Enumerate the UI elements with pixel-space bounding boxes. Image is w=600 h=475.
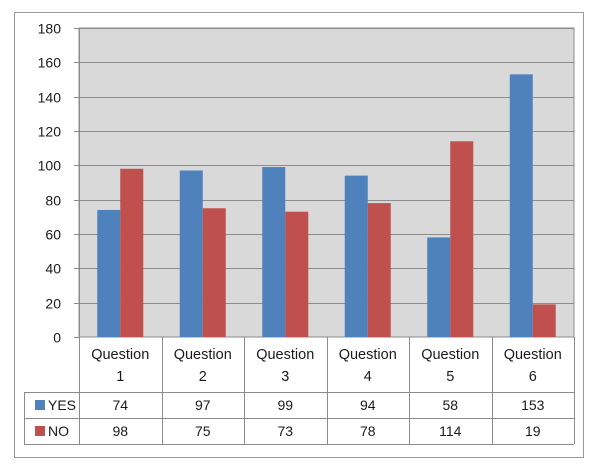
x-tick-label: Question (256, 347, 314, 363)
y-tick-label: 180 (38, 21, 62, 37)
x-tick-label: 4 (364, 369, 372, 385)
data-label-yes: 74 (112, 397, 128, 413)
legend-label: NO (48, 423, 69, 439)
x-tick-label: 5 (446, 369, 454, 385)
bar-yes (179, 170, 203, 337)
x-tick-label: Question (339, 347, 397, 363)
bar-no (367, 203, 391, 337)
x-tick-label: Question (91, 347, 149, 363)
data-label-no: 114 (439, 423, 462, 439)
x-tick-label: Question (421, 347, 479, 363)
y-tick-label: 120 (38, 124, 62, 140)
y-tick-label: 0 (53, 330, 61, 346)
x-tick-label: 1 (116, 369, 124, 385)
data-label-no: 19 (525, 423, 541, 439)
data-label-yes: 97 (195, 397, 211, 413)
y-tick-label: 140 (38, 90, 62, 106)
bar-no (285, 211, 309, 337)
y-tick-label: 100 (38, 158, 62, 174)
bar-no (450, 141, 474, 337)
data-label-yes: 58 (442, 397, 458, 413)
legend-key-yes (35, 400, 45, 410)
plot-area (78, 27, 575, 338)
legend-key-no (35, 426, 45, 436)
bar-yes (344, 175, 368, 337)
bar-yes (262, 167, 286, 337)
y-tick-label: 20 (45, 296, 61, 312)
x-tick-label: Question (504, 347, 562, 363)
data-label-yes: 153 (521, 397, 545, 413)
y-tick-label: 40 (45, 261, 61, 277)
y-tick-label: 160 (38, 55, 62, 71)
y-tick-label: 60 (45, 227, 61, 243)
data-label-no: 75 (195, 423, 211, 439)
bar-no (202, 208, 226, 337)
x-tick-label: Question (174, 347, 232, 363)
bar-yes (97, 209, 121, 337)
bar-no (532, 304, 556, 337)
data-label-no: 98 (112, 423, 128, 439)
y-tick-label: 80 (45, 193, 61, 209)
x-tick-label: 6 (529, 369, 537, 385)
data-label-yes: 99 (277, 397, 293, 413)
x-tick-label: 2 (199, 369, 207, 385)
legend-label: YES (48, 397, 76, 413)
data-label-yes: 94 (360, 397, 376, 413)
bar-yes (509, 74, 533, 337)
bar-no (120, 168, 144, 337)
data-label-no: 73 (277, 423, 293, 439)
x-tick-label: 3 (281, 369, 289, 385)
data-label-no: 78 (360, 423, 376, 439)
bar-yes (427, 237, 451, 337)
